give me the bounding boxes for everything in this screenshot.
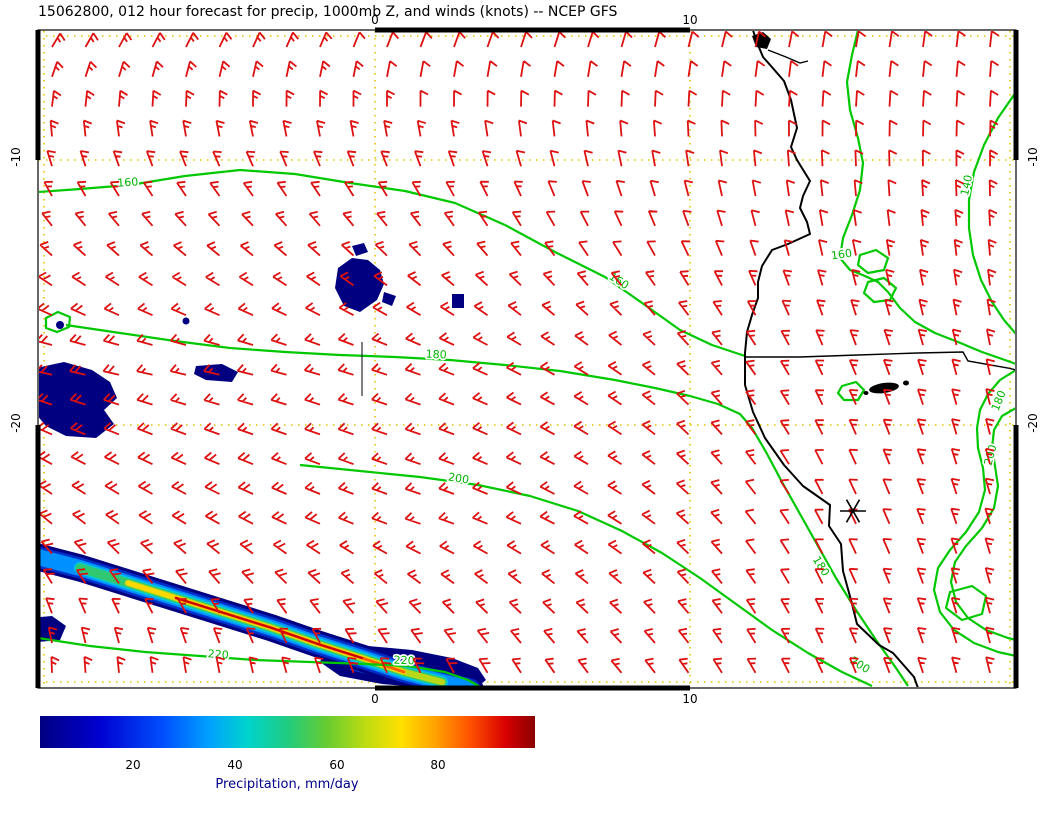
precip-cell <box>39 616 66 642</box>
precip-cell <box>452 294 464 308</box>
lon-tick-bottom-10: 10 <box>682 692 697 706</box>
station-marker-layer <box>840 499 866 523</box>
axis-labels: 0 10 0 10 -10 -20 -10 -20 <box>9 13 1040 706</box>
contour-label: 220 <box>207 647 229 661</box>
colorbar-gradient <box>40 716 535 748</box>
precip-cell <box>194 364 238 382</box>
wind-barb-layer <box>39 31 1000 674</box>
height-contour-180 <box>44 310 72 334</box>
colorbar-tick-40: 40 <box>227 758 242 772</box>
precip-cell <box>39 362 117 438</box>
salt-pan <box>869 382 899 394</box>
colorbar-tick-80: 80 <box>430 758 445 772</box>
precipitation-layer <box>39 243 486 687</box>
figure-title: 15062800, 012 hour forecast for precip, … <box>38 4 618 20</box>
colorbar-tick-60: 60 <box>329 758 344 772</box>
height-contour-200 <box>299 463 873 687</box>
coastline <box>744 31 919 687</box>
height-contour-160 <box>838 31 1015 365</box>
lat-tick-right-20: -20 <box>1026 413 1040 433</box>
height-contour-180 <box>932 369 1015 657</box>
precip-cell <box>335 258 384 312</box>
height-contour-220 <box>39 637 483 687</box>
contour-label: 180 <box>810 554 832 579</box>
height-contour-140 <box>967 91 1015 335</box>
contour-label: 160 <box>117 175 139 189</box>
country-border <box>746 351 1015 371</box>
lon-tick-top-0: 0 <box>371 13 379 27</box>
lat-tick-left-20: -20 <box>9 413 23 433</box>
precip-cell <box>182 317 190 325</box>
lon-tick-bottom-0: 0 <box>371 692 379 706</box>
country-border <box>767 49 809 64</box>
map-frame-layer <box>35 27 1019 691</box>
height-contour-160 <box>836 380 866 402</box>
asterisk-marker-arm <box>845 499 861 523</box>
height-contour-200 <box>949 407 1015 641</box>
contour-label: 220 <box>393 654 414 668</box>
precip-cell <box>352 243 368 256</box>
lon-tick-top-10: 10 <box>682 13 697 27</box>
contour-label: 200 <box>447 470 470 486</box>
lat-tick-right-10: -10 <box>1026 147 1040 167</box>
precip-band-layer <box>175 597 363 659</box>
height-contour-220 <box>944 584 988 622</box>
salt-pan <box>863 391 869 395</box>
colorbar: 20 40 60 80 Precipitation, mm/day <box>40 716 535 792</box>
contour-label: 160 <box>830 247 853 263</box>
height-contour-160 <box>39 168 746 358</box>
height-contour-160 <box>856 248 890 275</box>
contour-label: 180 <box>425 347 447 361</box>
height-contour-160 <box>862 276 898 304</box>
wind-barbs <box>39 31 1000 674</box>
lat-tick-left-10: -10 <box>9 147 23 167</box>
precip-cell <box>56 321 64 329</box>
colorbar-tick-20: 20 <box>125 758 140 772</box>
contour-label: 180 <box>989 389 1009 413</box>
height-contour-180 <box>65 323 909 687</box>
colorbar-caption: Precipitation, mm/day <box>215 777 358 792</box>
contour-label: 140 <box>958 174 975 197</box>
precip-cell <box>382 292 396 306</box>
salt-pan <box>903 380 909 386</box>
